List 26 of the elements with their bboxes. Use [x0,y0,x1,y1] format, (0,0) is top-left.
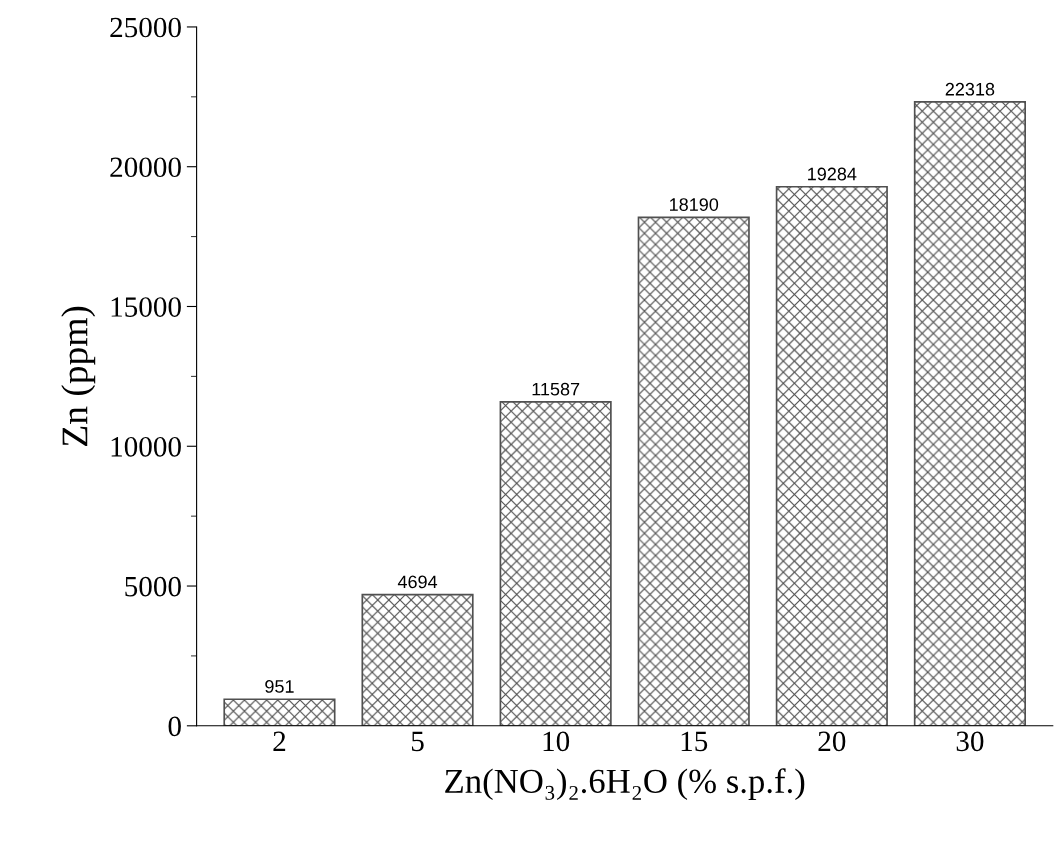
x-axis-title: Zn(NO₃)₂.6H₂O (% s.p.f.) [445,768,805,801]
y-tick-label: 25000 [110,17,181,38]
x-tick-label: 5 [411,731,424,752]
y-tick-label: 20000 [110,157,181,178]
bar [499,401,612,726]
x-tick-label: 20 [818,731,846,752]
x-tick-label: 30 [956,731,984,752]
data-label: 19284 [808,167,857,181]
bar [775,185,888,726]
x-tick-label: 15 [681,731,708,752]
data-label: 11587 [532,382,580,396]
bar [637,216,750,726]
y-axis-title: Zn (ppm) [61,306,96,446]
data-label: 951 [265,680,294,693]
bar [223,698,336,726]
y-tick-label: 5000 [125,576,181,597]
data-label: 18190 [670,198,719,211]
data-label: 22318 [945,82,995,96]
bar [913,101,1026,726]
y-tick-label: 0 [168,716,181,737]
x-tick-label: 10 [543,731,570,752]
y-tick-label: 10000 [111,436,181,457]
bar [361,593,474,726]
y-tick-label: 15000 [111,297,181,317]
data-label: 4694 [397,575,438,589]
x-tick-label: 2 [273,731,286,751]
